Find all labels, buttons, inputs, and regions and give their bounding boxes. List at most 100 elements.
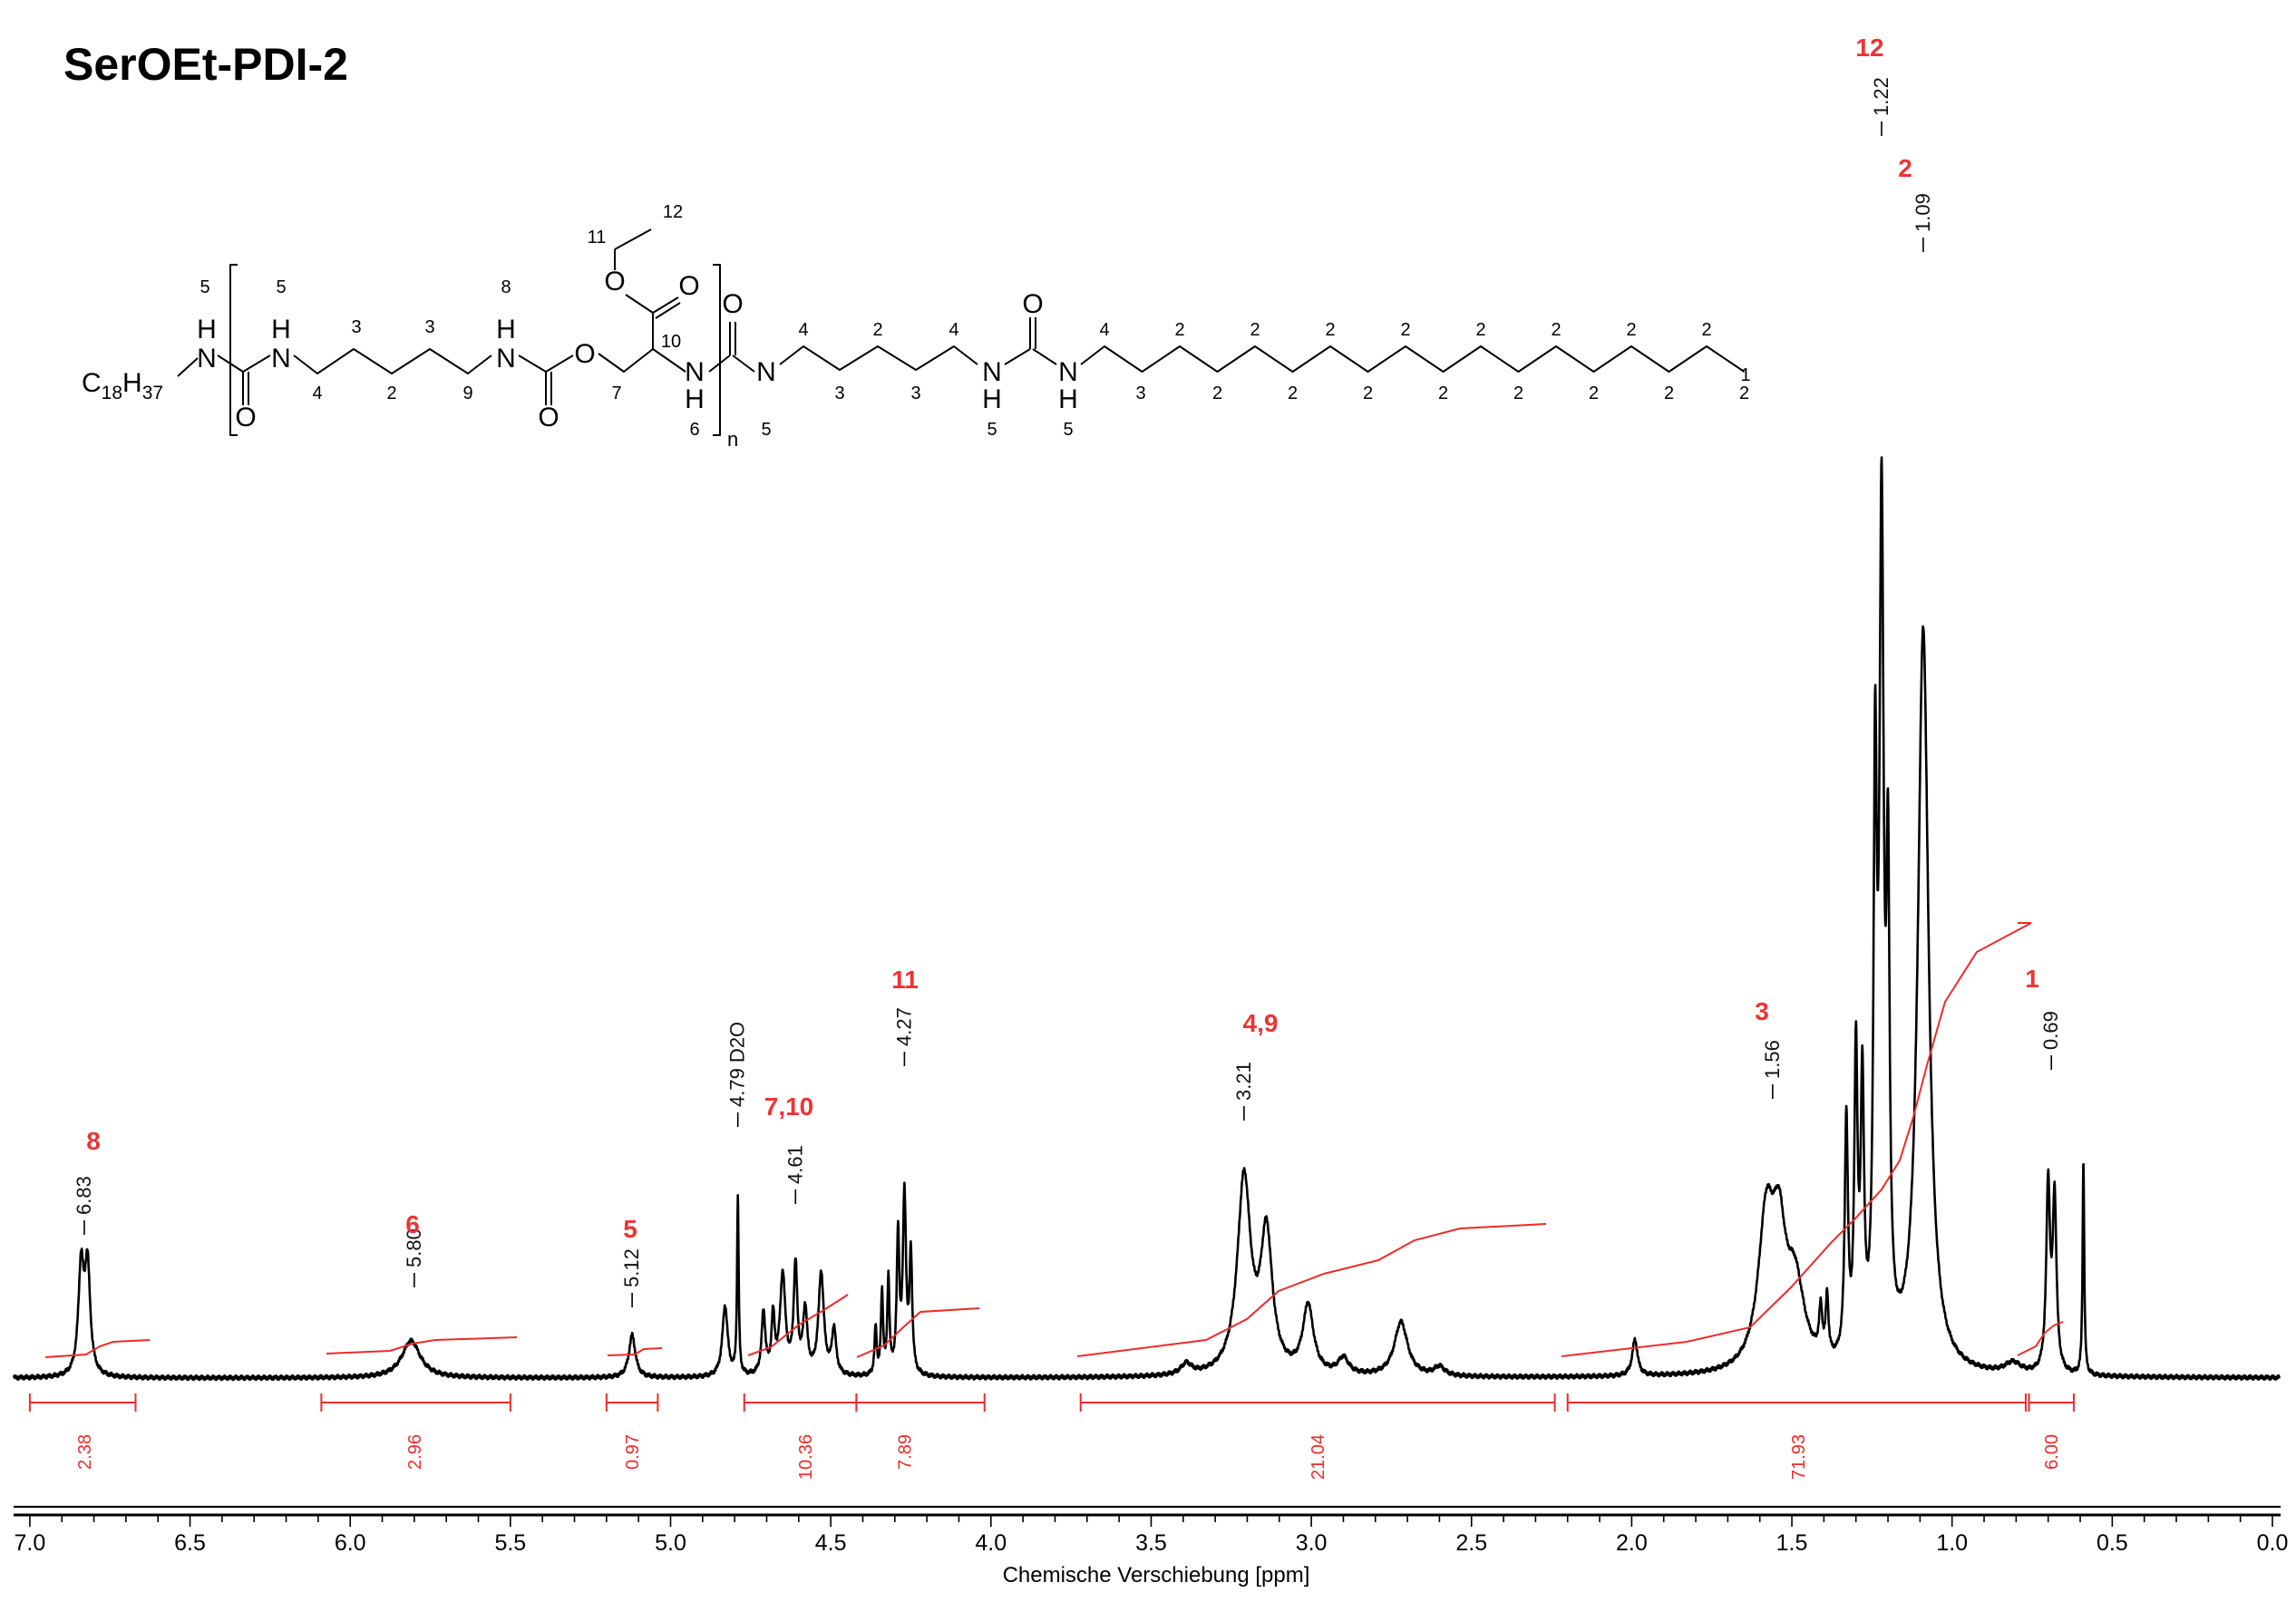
peak-label: 1.56 bbox=[1761, 1040, 1784, 1079]
atom-number: 7 bbox=[611, 384, 621, 403]
x-tick-label: 7.0 bbox=[15, 1530, 46, 1556]
atom-label: N bbox=[496, 344, 516, 374]
integral-curve-3 bbox=[747, 1294, 849, 1356]
integral-value: 10.36 bbox=[796, 1434, 816, 1480]
atom-number: 2 bbox=[1174, 320, 1184, 340]
x-tick-label: 4.0 bbox=[975, 1530, 1007, 1556]
atom-number: 2 bbox=[1325, 320, 1335, 340]
atom-number: 3 bbox=[351, 317, 361, 337]
spectrum-series bbox=[12, 456, 2281, 1382]
peak-label: 5.12 bbox=[620, 1248, 643, 1287]
atom-number: 2 bbox=[872, 320, 882, 340]
x-axis: 7.0 6.5 6.0 5.5 5.0 4.5 4.0 3.5 3.0 2.5 2.0 1.5 1.0 0… bbox=[14, 1505, 2289, 1587]
atom-number: 1 bbox=[1740, 365, 1750, 385]
atom-number: 4 bbox=[798, 320, 808, 340]
integral-curves bbox=[44, 922, 2064, 1358]
end-group-label: C18H37 bbox=[82, 368, 163, 403]
integral-curve-6 bbox=[1561, 922, 2032, 1357]
atom-number: 11 bbox=[588, 228, 607, 248]
bond bbox=[242, 354, 271, 373]
atom-number: 2 bbox=[1701, 320, 1711, 340]
atom-number: 2 bbox=[1438, 384, 1448, 403]
x-tick-label: 0.5 bbox=[2097, 1530, 2128, 1556]
atom-number: 6 bbox=[689, 420, 699, 440]
peak-label: 1.22 bbox=[1870, 77, 1892, 116]
assignment-label: 4,9 bbox=[1243, 1009, 1279, 1037]
peak-label: 4.79 D2O bbox=[726, 1022, 749, 1107]
atom-label: H bbox=[1058, 384, 1078, 414]
bond bbox=[732, 354, 755, 373]
integral-bars: 2.38 2.96 0.97 10.36 7.89 21.04 71.93 6.00 bbox=[28, 1393, 2075, 1480]
peak-label: 4.27 bbox=[892, 1007, 915, 1046]
integral-curve-2 bbox=[607, 1347, 663, 1356]
atom-label: O bbox=[1022, 289, 1043, 319]
atom-number: 2 bbox=[1513, 384, 1523, 403]
figure-title: SerOEt-PDI-2 bbox=[63, 39, 348, 90]
x-tick-label: 3.0 bbox=[1296, 1530, 1328, 1556]
x-tick-label: 0.0 bbox=[2257, 1530, 2289, 1556]
x-axis-label: Chemische Verschiebung [ppm] bbox=[1003, 1563, 1310, 1587]
atom-number: 3 bbox=[834, 384, 844, 403]
atom-label: N bbox=[982, 357, 1002, 387]
atom-label: H bbox=[685, 384, 705, 414]
octadecyl-chain bbox=[1080, 345, 1746, 373]
atom-label: H bbox=[271, 315, 291, 345]
atom-label: H bbox=[982, 384, 1002, 414]
atom-label: N bbox=[197, 344, 217, 374]
serine-chain bbox=[598, 348, 686, 373]
bond bbox=[708, 354, 731, 373]
integral-value: 6.00 bbox=[2042, 1434, 2062, 1470]
atom-label: H bbox=[197, 315, 217, 345]
atom-number: 4 bbox=[949, 320, 958, 340]
integral-curve-7 bbox=[2017, 1321, 2064, 1356]
atom-label: O bbox=[574, 339, 595, 369]
bracket-right bbox=[713, 264, 721, 436]
integral-curve-0 bbox=[44, 1339, 151, 1358]
x-tick-label: 5.0 bbox=[655, 1530, 686, 1556]
assignment-label: 3 bbox=[1755, 997, 1769, 1025]
atom-number: 2 bbox=[1250, 320, 1260, 340]
atom-number: 10 bbox=[661, 332, 681, 352]
assignment-label: 8 bbox=[86, 1127, 101, 1155]
integral-curve-5 bbox=[1076, 1223, 1547, 1357]
repeat-unit-n: n bbox=[727, 428, 738, 451]
x-tick-label: 1.5 bbox=[1776, 1530, 1808, 1556]
atom-number: 2 bbox=[1475, 320, 1485, 340]
hexyl-chain-1 bbox=[293, 348, 492, 374]
atom-number: 5 bbox=[199, 277, 209, 297]
bond bbox=[655, 302, 681, 319]
peak-label: 1.09 bbox=[1912, 193, 1934, 232]
atom-number: 2 bbox=[1212, 384, 1222, 403]
bracket-left bbox=[229, 264, 238, 436]
bond bbox=[545, 354, 574, 373]
bond bbox=[518, 354, 547, 373]
atom-label: O bbox=[678, 271, 699, 301]
bond bbox=[1004, 348, 1031, 365]
atom-number: 3 bbox=[1135, 384, 1145, 403]
atom-number: 8 bbox=[501, 277, 511, 297]
atom-number: 5 bbox=[761, 420, 771, 440]
atom-number: 5 bbox=[987, 420, 997, 440]
atom-number: 3 bbox=[424, 317, 434, 337]
atom-label: N bbox=[756, 357, 776, 387]
x-tick-label: 3.5 bbox=[1135, 1530, 1167, 1556]
atom-number: 4 bbox=[312, 384, 322, 403]
atom-number: 12 bbox=[663, 202, 683, 222]
atom-label: O bbox=[722, 289, 743, 319]
atom-label: O bbox=[604, 267, 625, 296]
x-tick-label: 2.5 bbox=[1455, 1530, 1487, 1556]
bond bbox=[177, 357, 199, 377]
atom-label: O bbox=[538, 403, 559, 432]
atom-number: 2 bbox=[386, 384, 396, 403]
assignment-label: 7,10 bbox=[764, 1092, 814, 1121]
x-tick-label: 6.0 bbox=[335, 1530, 366, 1556]
assignment-label: 1 bbox=[2025, 965, 2039, 993]
atom-number: 2 bbox=[1739, 384, 1749, 403]
integral-value: 2.38 bbox=[75, 1434, 95, 1470]
hexyl-chain-2 bbox=[779, 345, 978, 371]
atom-label: N bbox=[1058, 357, 1078, 387]
atom-number: 5 bbox=[1063, 420, 1073, 440]
